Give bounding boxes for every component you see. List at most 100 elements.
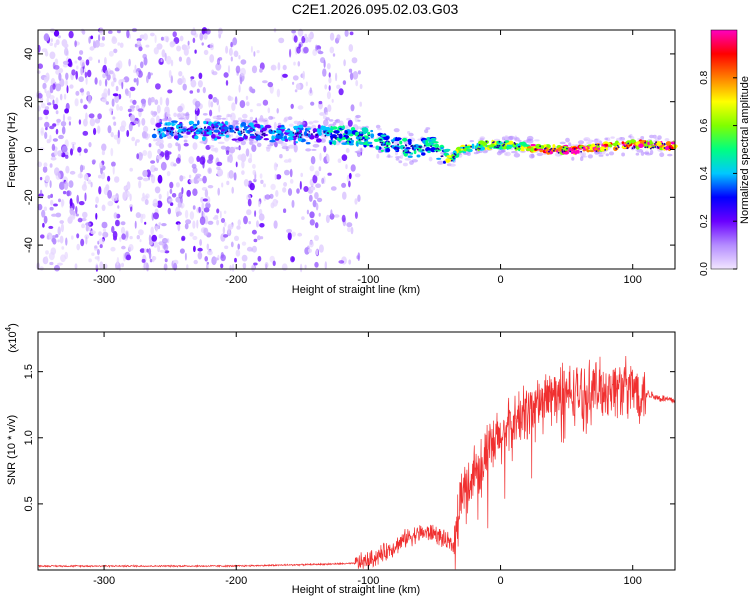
spectrogram-track-dot	[278, 133, 280, 136]
spectrogram-noise-speck	[295, 83, 301, 90]
spectrogram-track-dot	[164, 127, 167, 129]
spectrogram-noise-speck	[317, 50, 324, 55]
spectrogram-noise-speck	[54, 264, 60, 272]
spectrogram-noise-speck	[79, 50, 84, 55]
spectrogram-noise-speck	[137, 176, 143, 181]
spectrogram-noise-speck	[210, 101, 214, 108]
spectrogram-noise-speck	[140, 61, 144, 69]
spectrogram-x-axis-label: Height of straight line (km)	[292, 284, 420, 296]
spectrogram-noise-speck	[235, 249, 241, 257]
spectrogram-halo-speck	[664, 138, 670, 142]
spectrogram-noise-speck	[209, 42, 215, 51]
spectrogram-track-point	[486, 144, 493, 148]
spectrogram-noise-speck	[230, 56, 233, 62]
spectrogram-noise-speck	[341, 154, 348, 162]
spectrogram-noise-speck	[120, 79, 126, 83]
snr-y-tick-label: 1.5	[23, 364, 35, 379]
spectrogram-noise-speck	[181, 75, 185, 83]
spectrogram-noise-speck	[249, 109, 253, 113]
spectrogram-noise-speck	[260, 179, 264, 184]
spectrogram-noise-speck	[182, 83, 187, 91]
spectrogram-track-dot	[492, 141, 494, 144]
spectrogram-halo-speck	[508, 135, 515, 140]
spectrogram-halo-speck	[577, 140, 585, 145]
spectrogram-noise-speck	[54, 42, 57, 48]
spectrogram-track-dot	[169, 130, 172, 133]
spectrogram-noise-speck	[318, 244, 324, 253]
spectrogram-noise-speck	[150, 110, 154, 116]
spectrogram-track-dot	[357, 135, 360, 137]
spectrogram-noise-speck	[112, 165, 115, 175]
spectrogram-noise-speck	[58, 134, 64, 140]
spectrogram-noise-speck	[188, 174, 192, 179]
spectrogram-noise-speck	[121, 262, 124, 268]
spectrogram-y-tick-label: -40	[23, 237, 35, 253]
spectrogram-noise-speck	[217, 187, 220, 196]
spectrogram-noise-speck	[49, 206, 54, 211]
spectrogram-noise-speck	[312, 174, 318, 184]
spectrogram-halo-speck	[511, 150, 518, 154]
spectrogram-noise-speck	[64, 251, 68, 260]
spectrogram-track-dot	[624, 145, 626, 148]
spectrogram-track-point	[203, 131, 207, 135]
spectrogram-track-point	[609, 144, 613, 148]
spectrogram-track-point	[284, 129, 291, 133]
spectrogram-noise-speck	[59, 93, 63, 101]
spectrogram-noise-speck	[98, 79, 102, 87]
spectrogram-track-dot	[453, 157, 455, 160]
spectrogram-track-point	[217, 121, 221, 124]
spectrogram-halo-speck	[628, 135, 632, 138]
spectrogram-track-point	[436, 157, 442, 160]
spectrogram-noise-speck	[123, 185, 128, 191]
spectrogram-noise-speck	[70, 148, 73, 156]
spectrogram-track-point	[390, 139, 395, 143]
spectrogram-track-point	[621, 141, 625, 145]
spectrogram-track-point	[647, 141, 650, 146]
spectrogram-noise-speck	[292, 81, 295, 85]
spectrogram-noise-speck	[51, 237, 56, 243]
spectrogram-noise-speck	[110, 81, 115, 87]
spectrogram-noise-speck	[165, 55, 172, 65]
spectrogram-noise-speck	[251, 144, 257, 152]
spectrogram-halo-speck	[216, 115, 222, 118]
spectrogram-noise-speck	[134, 220, 137, 229]
spectrogram-noise-speck	[202, 198, 208, 202]
spectrogram-noise-speck	[252, 163, 256, 169]
spectrogram-track-point	[459, 146, 466, 149]
spectrogram-track-dot	[299, 132, 301, 135]
spectrogram-halo-speck	[482, 150, 488, 154]
spectrogram-noise-speck	[97, 113, 102, 120]
snr-scale-suffix: )	[7, 323, 19, 327]
spectrogram-noise-speck	[91, 159, 97, 164]
spectrogram-noise-speck	[216, 98, 219, 106]
spectrogram-noise-speck	[160, 58, 163, 63]
spectrogram-noise-speck	[258, 208, 263, 215]
spectrogram-noise-speck	[83, 148, 88, 154]
spectrogram-track-dot	[569, 150, 572, 153]
spectrogram-noise-speck	[233, 50, 239, 58]
spectrogram-noise-speck	[208, 99, 211, 108]
spectrogram-track-point	[506, 146, 512, 150]
snr-x-axis-label: Height of straight line (km)	[292, 584, 420, 596]
spectrogram-noise-speck	[142, 177, 149, 182]
spectrogram-track-dot	[561, 149, 564, 151]
spectrogram-track-dot	[494, 146, 496, 148]
spectrogram-noise-speck	[231, 263, 235, 272]
spectrogram-track-point	[240, 122, 247, 127]
spectrogram-halo-speck	[153, 139, 157, 142]
spectrogram-noise-speck	[291, 30, 296, 34]
spectrogram-noise-speck	[238, 84, 241, 93]
spectrogram-noise-speck	[90, 230, 96, 235]
spectrogram-noise-speck	[104, 263, 108, 269]
spectrogram-noise-speck	[145, 193, 150, 199]
spectrogram-noise-speck	[146, 262, 149, 272]
spectrogram-noise-speck	[223, 221, 227, 227]
spectrogram-noise-speck	[276, 88, 281, 98]
spectrogram-noise-speck	[176, 45, 182, 52]
spectrogram-track-point	[190, 126, 194, 129]
spectrogram-noise-speck	[308, 194, 313, 202]
spectrogram-noise-speck	[168, 70, 172, 78]
spectrogram-noise-speck	[186, 264, 189, 269]
spectrogram-track-dot	[236, 128, 239, 131]
spectrogram-noise-speck	[217, 168, 224, 177]
